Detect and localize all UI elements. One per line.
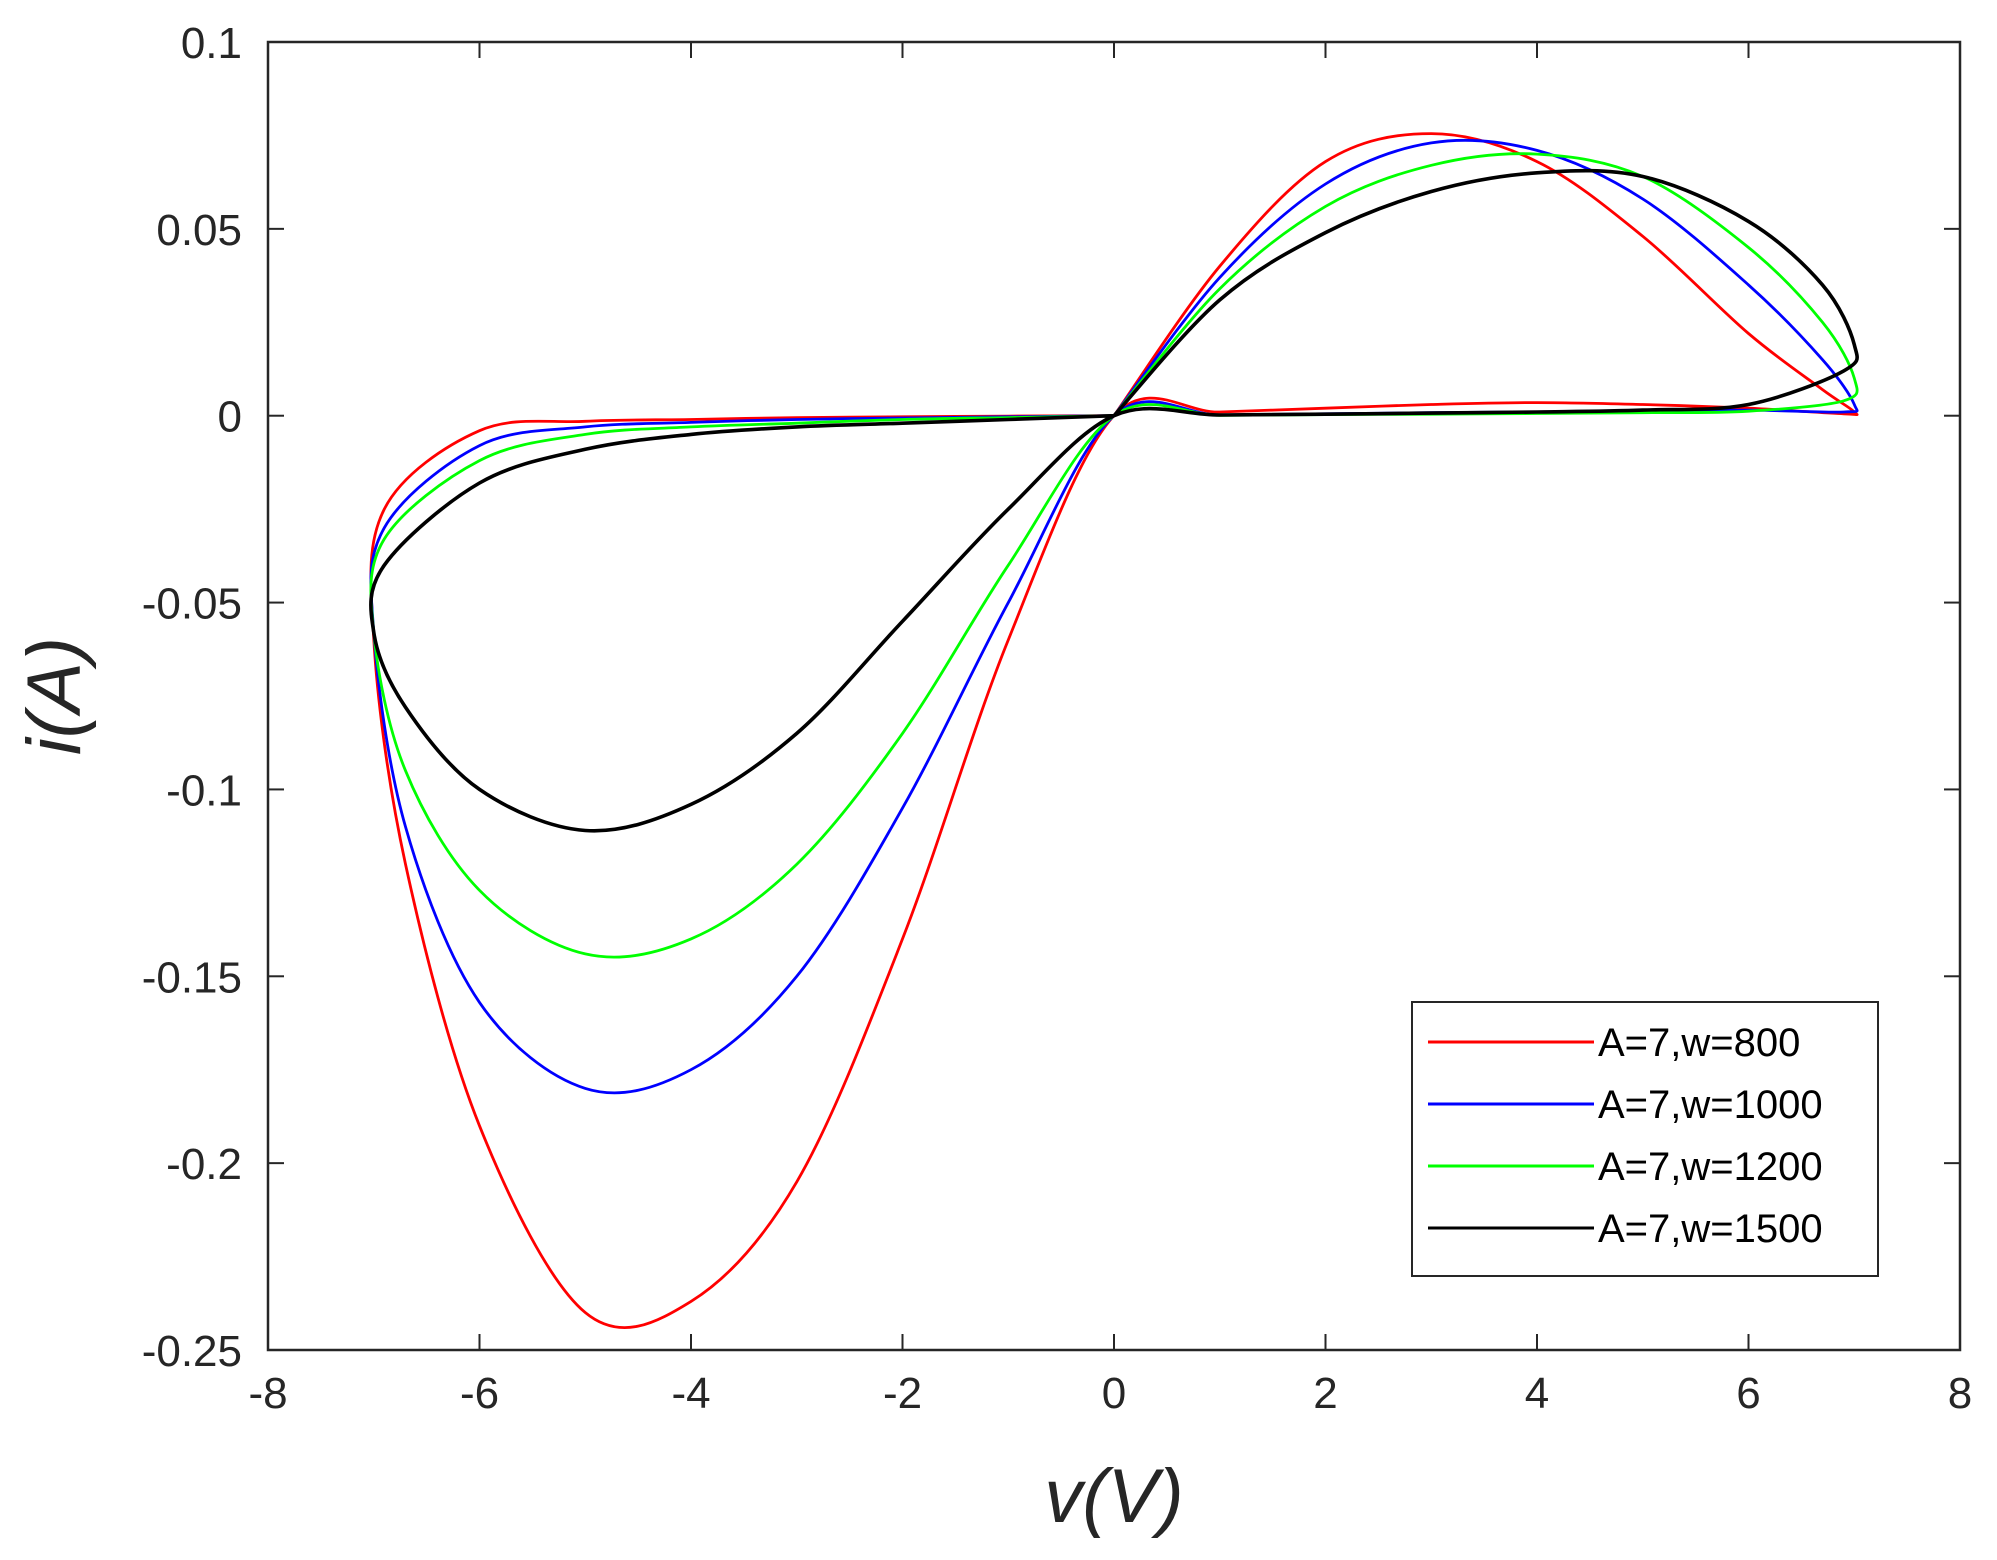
x-tick-label: -8 — [248, 1369, 287, 1418]
x-tick-label: -4 — [671, 1369, 710, 1418]
legend-label-3: A=7,w=1200 — [1598, 1145, 1823, 1189]
y-tick-label: 0 — [218, 393, 242, 442]
x-tick-label: -2 — [883, 1369, 922, 1418]
x-tick-label: 8 — [1948, 1369, 1972, 1418]
tick-layer: -8 -6 -4 -2 0 2 4 6 8 0.1 0.05 0 -0.05 -0.1 -0.15 -0.2 -… — [142, 19, 1973, 1418]
x-axis-title: v(V) — [1044, 1454, 1183, 1539]
series-line-1 — [369, 132, 1859, 1329]
y-tick-label: 0.05 — [156, 206, 242, 255]
legend: A=7,w=800 A=7,w=1000 A=7,w=1200 A=7,w=1500 — [1411, 1001, 1879, 1277]
x-tick-label: -6 — [460, 1369, 499, 1418]
y-tick-label: -0.15 — [142, 953, 242, 1002]
legend-label-4: A=7,w=1500 — [1598, 1207, 1823, 1251]
y-tick-label: -0.05 — [142, 580, 242, 629]
series-line-3 — [369, 152, 1859, 959]
y-tick-label: -0.25 — [142, 1327, 242, 1376]
y-tick-label: -0.2 — [166, 1140, 242, 1189]
series-line-4 — [369, 168, 1859, 833]
x-tick-label: 6 — [1736, 1369, 1760, 1418]
legend-label-1: A=7,w=800 — [1598, 1021, 1800, 1065]
legend-label-2: A=7,w=1000 — [1598, 1083, 1823, 1127]
x-tick-label: 2 — [1313, 1369, 1337, 1418]
x-tick-label: 0 — [1102, 1369, 1126, 1418]
legend-box — [1411, 1001, 1879, 1277]
y-tick-label: 0.1 — [181, 19, 242, 68]
series-layer — [369, 132, 1859, 1329]
y-tick-label: -0.1 — [166, 766, 242, 815]
y-axis-title: i(A) — [12, 637, 97, 755]
x-tick-label: 4 — [1525, 1369, 1549, 1418]
series-line-2 — [369, 138, 1859, 1095]
